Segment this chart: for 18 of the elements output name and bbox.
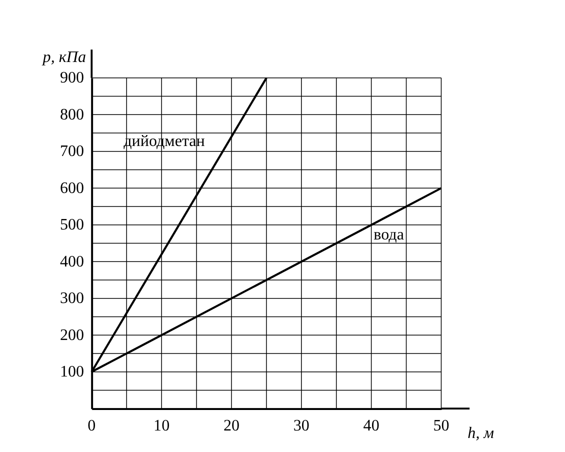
y-tick-label: 700 — [60, 143, 84, 160]
x-axis-title: h, м — [468, 424, 494, 442]
y-tick-label: 800 — [60, 106, 84, 124]
x-tick-label: 40 — [363, 417, 380, 434]
y-tick-label: 300 — [60, 290, 84, 308]
series-label: вода — [374, 226, 404, 244]
y-tick-label: 100 — [60, 364, 84, 381]
x-tick-label: 20 — [223, 417, 240, 434]
y-axis-title: p, кПа — [42, 48, 86, 66]
x-tick-label: 0 — [88, 417, 96, 434]
y-tick-label: 500 — [60, 216, 84, 234]
y-tick-label: 400 — [60, 253, 84, 270]
y-tick-label: 900 — [60, 70, 84, 87]
x-tick-label: 50 — [433, 417, 450, 434]
x-tick-label: 30 — [293, 417, 310, 434]
y-tick-label: 200 — [60, 326, 84, 344]
y-tick-label: 600 — [60, 180, 84, 197]
x-tick-label: 10 — [154, 417, 170, 434]
